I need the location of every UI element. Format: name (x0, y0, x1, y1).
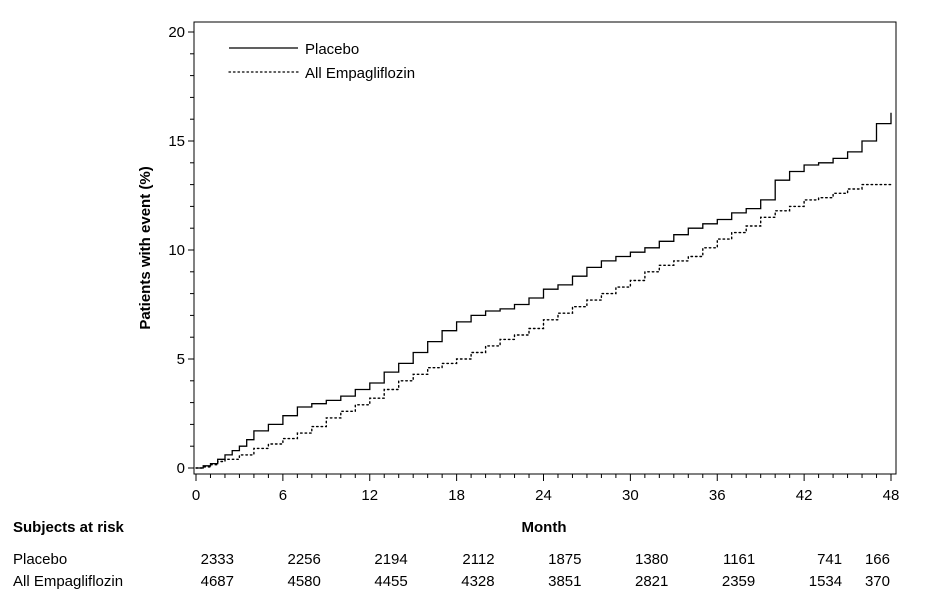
x-tick-label: 24 (535, 487, 552, 504)
risk-cell: 1534 (809, 573, 842, 590)
x-tick-label: 36 (709, 487, 726, 504)
risk-cell: 4687 (201, 573, 234, 590)
legend: Placebo All Empagliflozin (228, 41, 415, 82)
risk-cell: 166 (865, 551, 890, 568)
series-line-all-empagliflozin (195, 183, 892, 469)
risk-cell: 3851 (548, 573, 581, 590)
risk-cell: 2359 (722, 573, 755, 590)
series-line-placebo (196, 112, 892, 469)
x-axis-title: Month (522, 519, 567, 536)
risk-cell: 2194 (374, 551, 407, 568)
risk-cell: 1161 (723, 551, 755, 568)
risk-cell: 2256 (288, 551, 321, 568)
x-tick-label: 42 (796, 487, 813, 504)
risk-cell: 4455 (374, 573, 407, 590)
x-tick-label: 30 (622, 487, 639, 504)
risk-cell: 4328 (461, 573, 494, 590)
risk-table: Placebo 2333 2256 2194 2112 1875 1380 1161 741 16… (13, 551, 890, 590)
risk-row-label: Placebo (13, 551, 67, 568)
risk-table-title: Subjects at risk (13, 519, 125, 536)
risk-cell: 1380 (635, 551, 668, 568)
risk-cell: 4580 (288, 573, 321, 590)
risk-cell: 370 (865, 573, 890, 590)
plot-frame (193, 21, 897, 475)
x-tick-label: 18 (448, 487, 465, 504)
x-tick-label: 12 (361, 487, 378, 504)
risk-cell: 741 (817, 551, 842, 568)
y-tick-label: 0 (177, 460, 185, 477)
y-tick-label: 15 (168, 133, 185, 150)
y-axis: 0 5 10 15 20 (168, 24, 194, 477)
risk-cell: 2112 (462, 551, 494, 568)
y-axis-title: Patients with event (%) (137, 166, 154, 329)
x-tick-label: 6 (279, 487, 287, 504)
risk-cell: 1875 (548, 551, 581, 568)
x-tick-label: 0 (192, 487, 200, 504)
risk-row-label: All Empagliflozin (13, 573, 123, 590)
legend-label-all-empagliflozin: All Empagliflozin (305, 65, 415, 82)
series-lines (195, 112, 892, 469)
risk-cell: 2333 (201, 551, 234, 568)
x-axis: 0 6 12 18 24 30 36 42 48 (192, 474, 900, 504)
risk-cell: 2821 (635, 573, 668, 590)
legend-label-placebo: Placebo (305, 41, 359, 58)
y-tick-label: 10 (168, 242, 185, 259)
y-tick-label: 5 (177, 351, 185, 368)
y-tick-label: 20 (168, 24, 185, 41)
x-tick-label: 48 (883, 487, 900, 504)
